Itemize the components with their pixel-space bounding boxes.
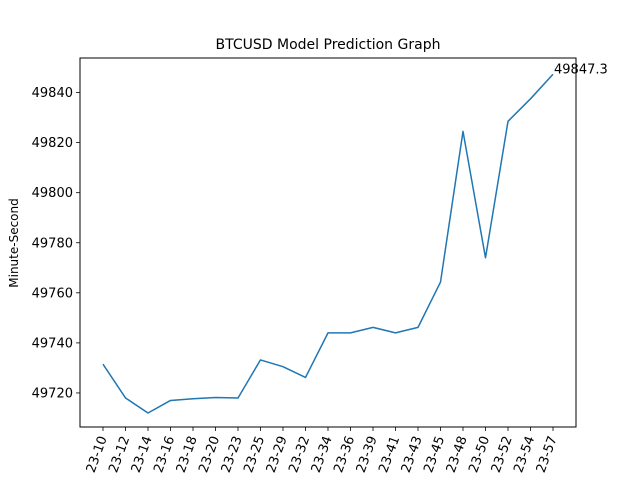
y-tick-label: 49780: [32, 236, 73, 251]
y-tick-label: 49820: [32, 136, 73, 151]
y-tick-label: 49740: [32, 336, 73, 351]
series-line: [102, 73, 554, 414]
x-axis: 23-1023-1223-1423-1623-1823-2023-2323-25…: [84, 427, 561, 475]
y-axis-label: Minute-Second: [7, 198, 21, 287]
last-value-annotation: 49847.3: [554, 62, 608, 77]
y-tick-label: 49840: [32, 86, 73, 101]
chart-title: BTCUSD Model Prediction Graph: [216, 37, 441, 53]
y-axis: 49720 49740 49760 49780 49800 49820 49840: [32, 86, 80, 401]
plot-area: [102, 73, 554, 414]
plot-frame: [79, 57, 577, 428]
y-tick-label: 49800: [32, 186, 73, 201]
y-tick-label: 49720: [32, 386, 73, 401]
y-tick-label: 49760: [32, 286, 73, 301]
